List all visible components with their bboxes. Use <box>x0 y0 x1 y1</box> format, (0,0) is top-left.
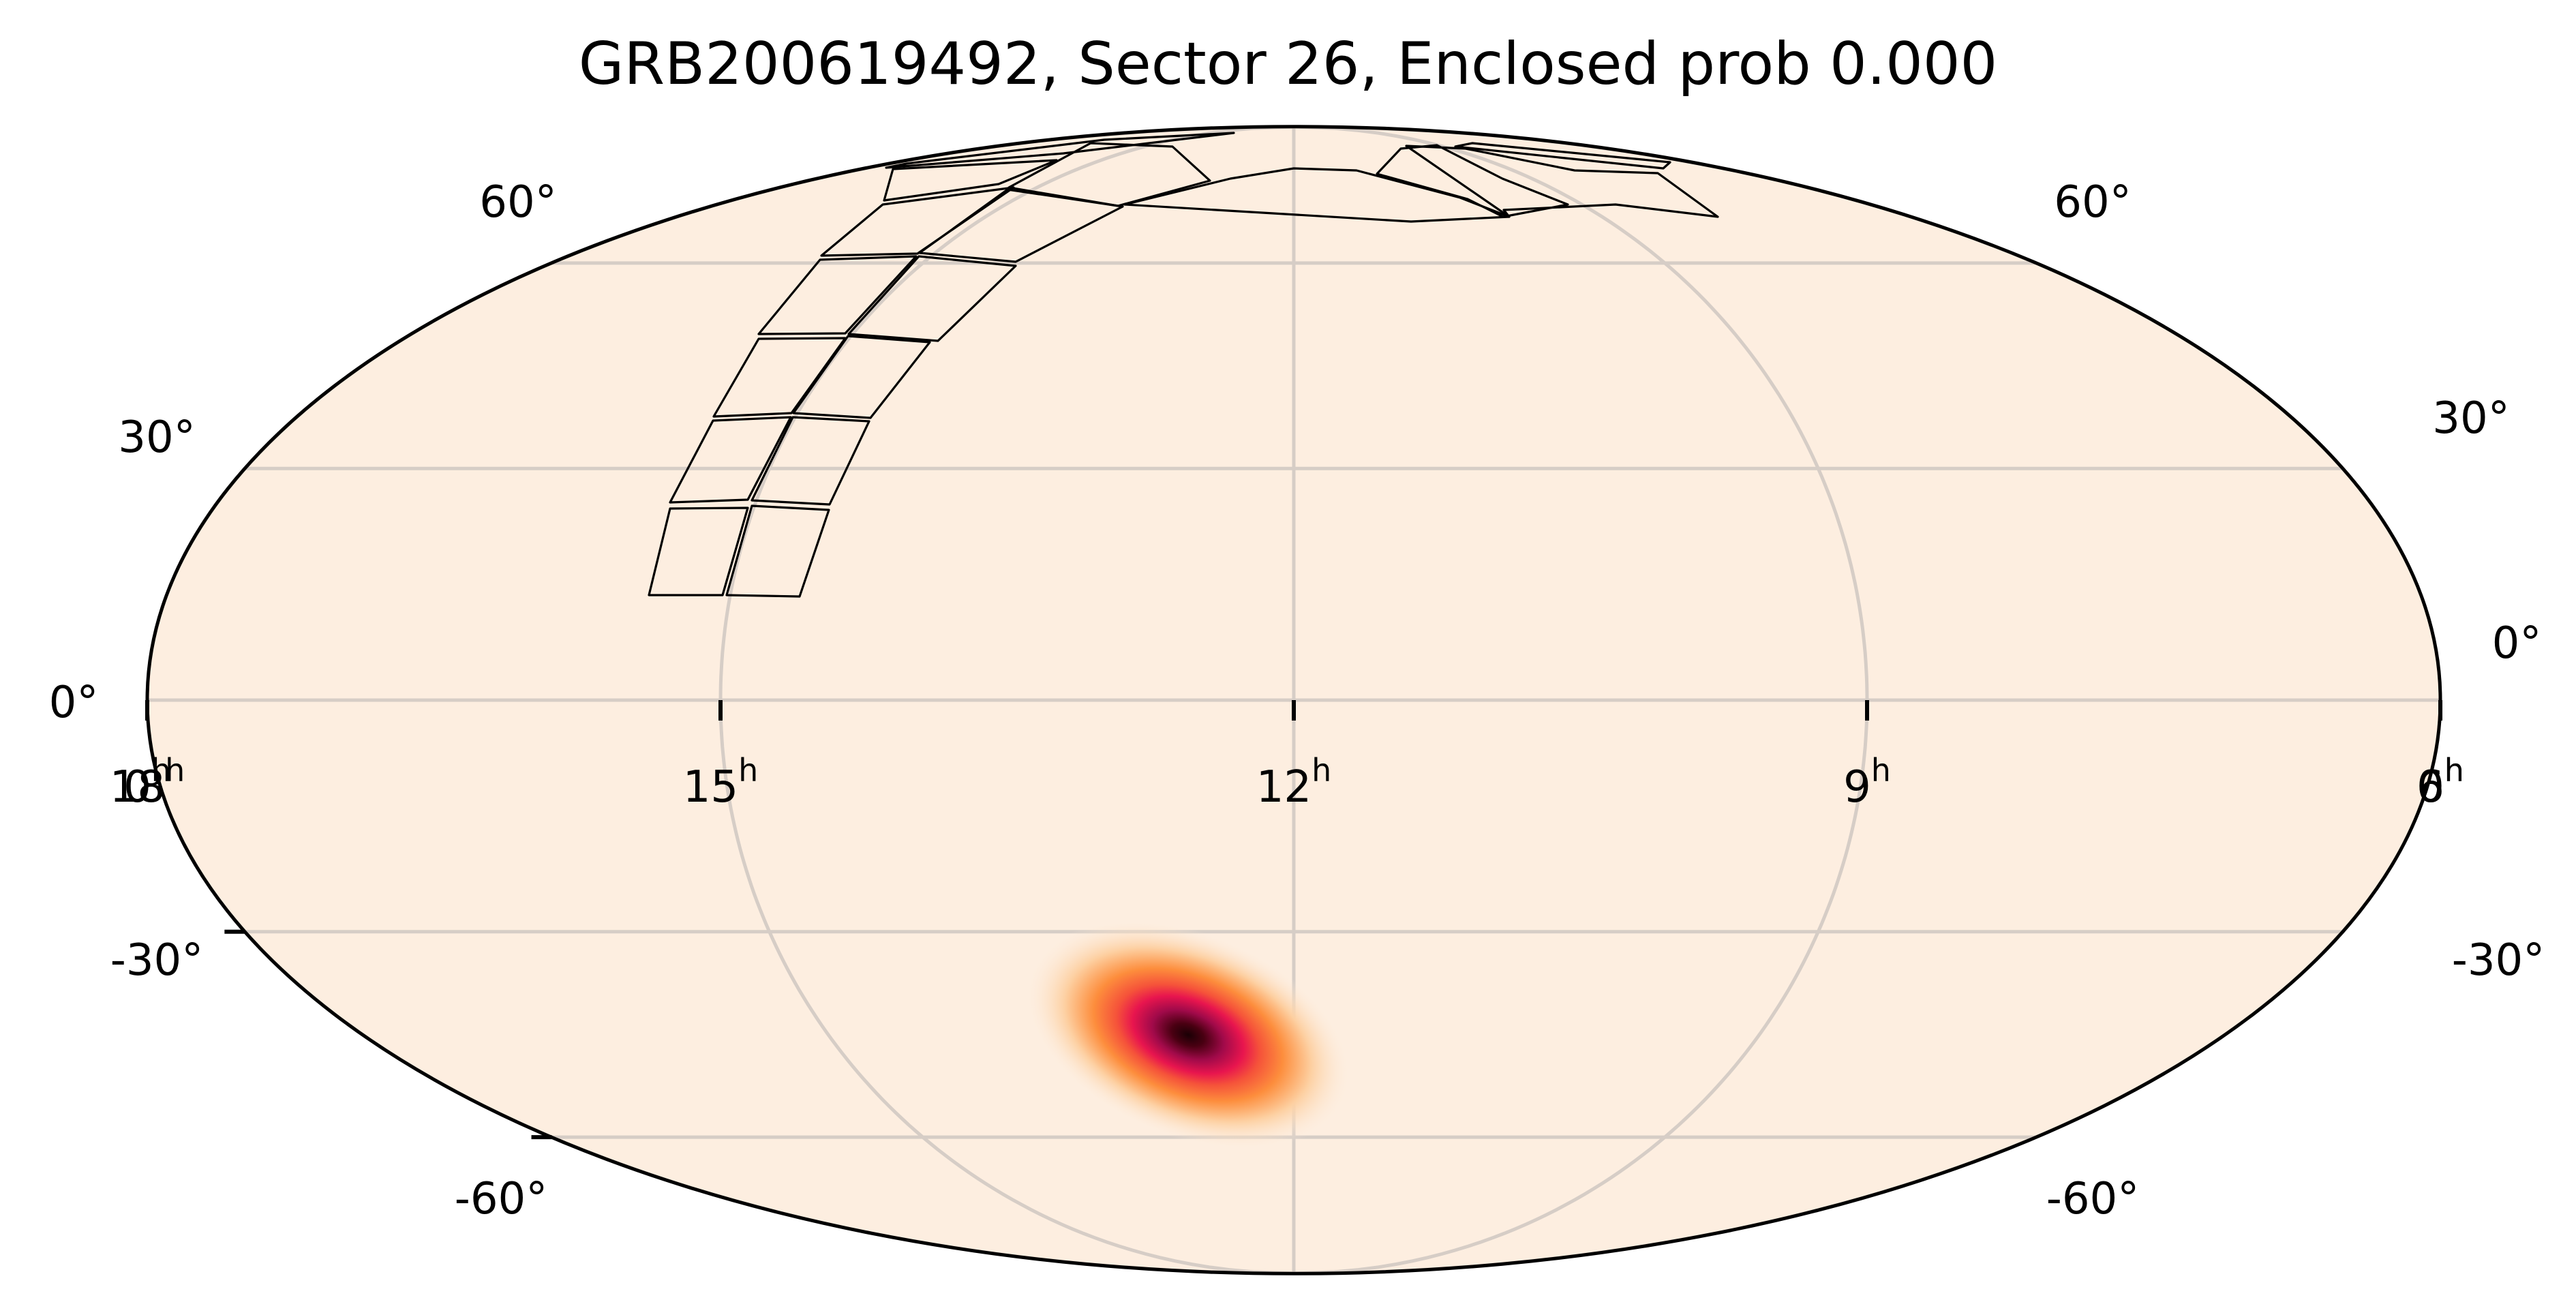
ccd-footprint <box>1405 145 1719 218</box>
dec-tick-label-left: -60° <box>455 1174 548 1224</box>
ra-tick-label: 9h <box>1843 752 1891 813</box>
dec-tick-label-left: 0° <box>49 678 99 728</box>
ccd-footprint <box>1123 167 1511 223</box>
ccd-footprint <box>757 255 918 335</box>
ccd-footprint <box>669 416 792 504</box>
dec-tick-label-right: -60° <box>2046 1174 2140 1224</box>
ccd-footprint <box>725 504 830 598</box>
ccd-footprint <box>1454 142 1671 170</box>
dec-tick-label-right: 30° <box>2432 393 2509 444</box>
chart-title: GRB200619492, Sector 26, Enclosed prob 0… <box>578 30 1998 98</box>
ra-tick-label: 18h <box>110 752 185 813</box>
ccd-footprint <box>1376 144 1569 218</box>
probability-density-blob <box>1025 920 1351 1149</box>
tess-ccd-footprints <box>648 132 1719 598</box>
ra-tick-labels: 0h21h18h15h12h9h6h3h0h <box>110 752 2464 813</box>
dec-tick-label-left: 60° <box>479 177 556 228</box>
ra-tick-label: 12h <box>1256 752 1332 813</box>
ra-tick-label: 0h <box>123 752 171 813</box>
dec-tick-label-left: -30° <box>110 935 204 986</box>
ccd-footprint <box>918 188 1124 263</box>
ra-tick-label: 6h <box>2416 752 2464 813</box>
ra-tick-label: 15h <box>683 752 759 813</box>
dec-tick-label-right: 60° <box>2054 177 2131 228</box>
dec-tick-labels: 60° 60° 30° 30° 0° 0° -30° -30° -60° -60° <box>49 177 2545 1224</box>
ra-tick-label: 0h <box>2416 752 2464 813</box>
ccd-footprint <box>847 255 1017 342</box>
ccd-footprint <box>885 132 1235 169</box>
dec-tick-label-left: 30° <box>118 412 195 463</box>
dec-tick-label-right: 0° <box>2492 618 2542 669</box>
ccd-footprint <box>648 507 749 596</box>
ccd-footprint <box>1007 142 1211 207</box>
ccd-footprint <box>751 416 870 506</box>
axis-ticks <box>145 700 2442 1140</box>
ccd-footprint <box>792 335 931 419</box>
ccd-footprint <box>883 159 1058 202</box>
dec-tick-label-right: -30° <box>2452 935 2545 986</box>
